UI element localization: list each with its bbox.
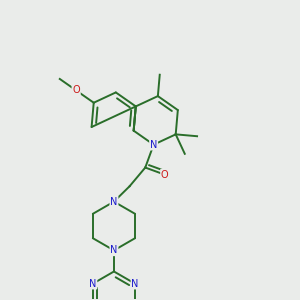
Text: N: N [110,196,118,207]
Text: N: N [89,279,97,289]
Text: N: N [110,245,118,255]
Text: O: O [72,85,80,95]
Text: N: N [131,279,139,289]
Text: N: N [150,140,157,150]
Text: O: O [161,169,169,180]
